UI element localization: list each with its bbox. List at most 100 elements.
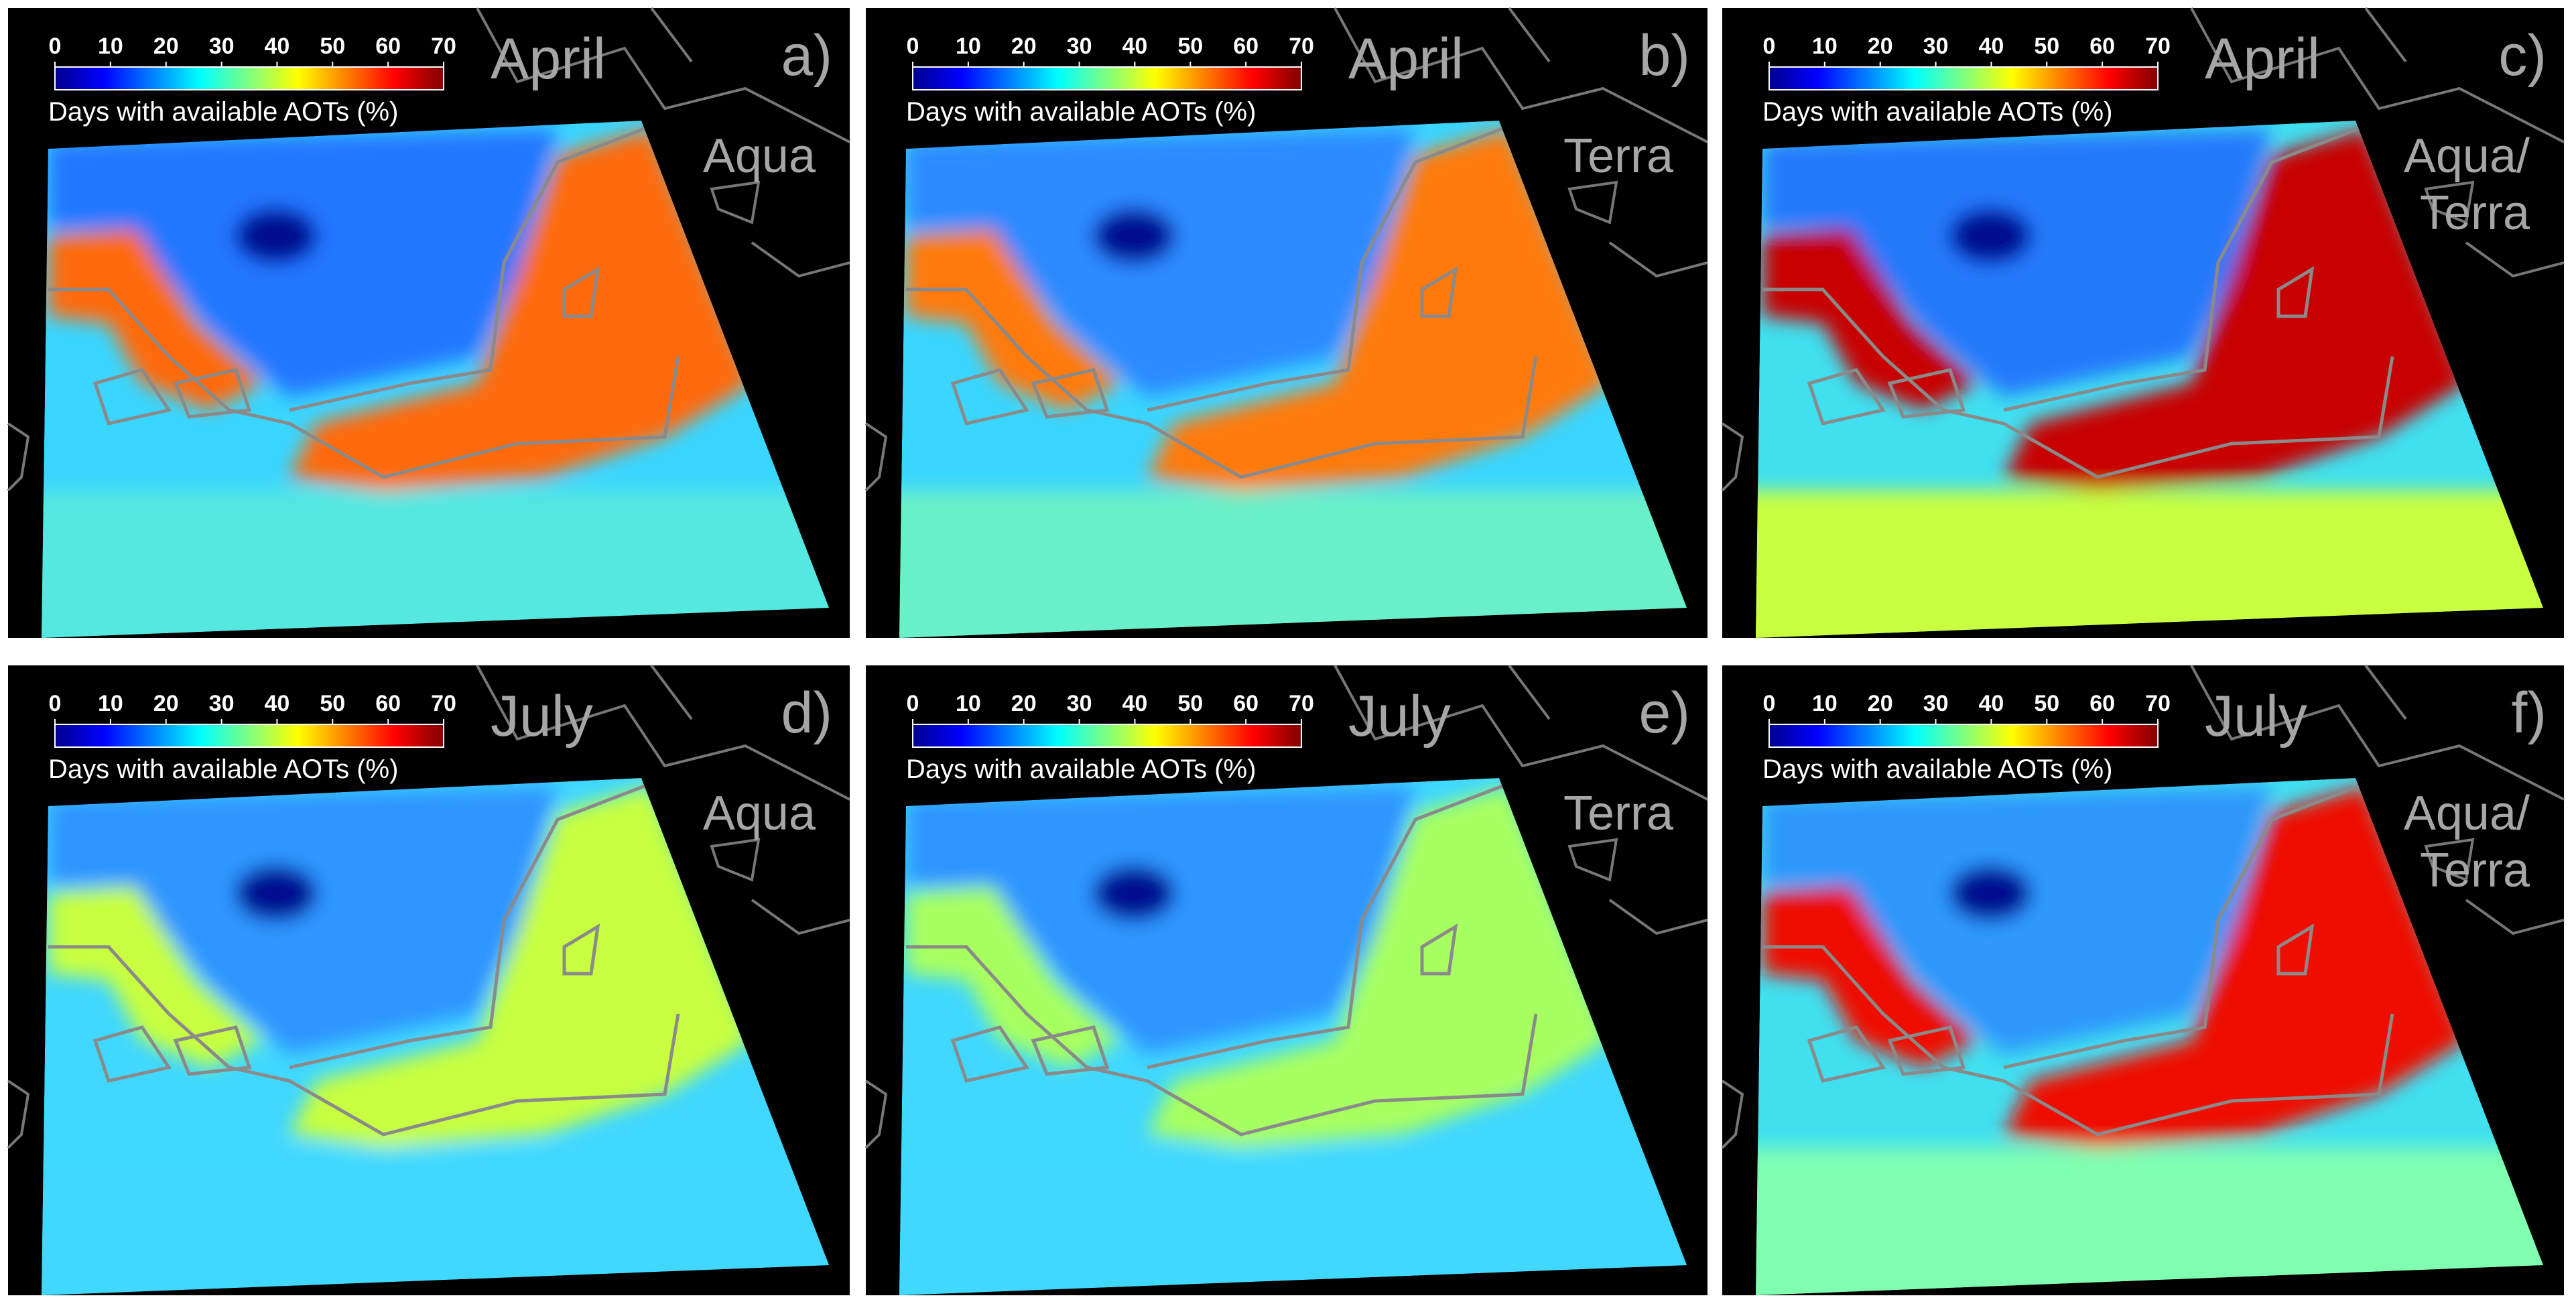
satellite-label: Aqua/ xyxy=(2404,129,2530,183)
land-field xyxy=(48,887,263,1067)
colorbar-tick-label: 40 xyxy=(265,34,290,59)
colorbar xyxy=(1768,724,2159,748)
colorbar-tick-label: 60 xyxy=(1233,34,1259,59)
sea-field xyxy=(906,786,1415,1054)
satellite-label: Aqua xyxy=(703,787,816,840)
panel: 0 10 20 30 40 50 60 70 Days with available AOTs … xyxy=(1721,7,2565,638)
colorbar-label: Days with available AOTs (%) xyxy=(48,97,398,127)
land-field xyxy=(289,786,752,1148)
dark-spot xyxy=(1950,209,2031,263)
south-field xyxy=(1756,491,2543,638)
coastline xyxy=(48,127,680,479)
dark-spot xyxy=(1094,866,1174,920)
colorbar-label: Days with available AOTs (%) xyxy=(1762,97,2112,127)
panel-letter: f) xyxy=(2511,681,2547,745)
colorbar-tick-label: 50 xyxy=(1177,691,1203,716)
colorbar-tick-label: 0 xyxy=(907,34,919,59)
land-field xyxy=(1147,129,1610,491)
satellite-label: Aqua xyxy=(703,129,816,183)
colorbar-tick-label: 50 xyxy=(2034,691,2059,716)
land-field xyxy=(2004,129,2466,491)
land-field xyxy=(1147,786,1610,1148)
land-field xyxy=(48,229,263,410)
map-field xyxy=(899,786,1687,1295)
colorbar-tick-label: 40 xyxy=(265,691,290,716)
panel-letter: e) xyxy=(1639,681,1690,745)
colorbar-label: Days with available AOTs (%) xyxy=(1762,755,2112,784)
colorbar-tick-label: 20 xyxy=(153,34,179,59)
sea-field xyxy=(906,129,1415,397)
colorbar-tick-label: 10 xyxy=(1812,691,1838,716)
panel-letter: c) xyxy=(2498,23,2547,88)
coastline xyxy=(906,127,1538,479)
colorbar-tick-label: 40 xyxy=(1122,691,1148,716)
month-label: April xyxy=(1348,27,1464,91)
land-field xyxy=(2004,786,2466,1148)
month-label: April xyxy=(491,27,606,91)
coastline xyxy=(7,664,850,1149)
colorbar-tick-label: 50 xyxy=(320,691,345,716)
panel-letter: b) xyxy=(1639,23,1690,88)
colorbar-tick-label: 60 xyxy=(1233,691,1259,716)
map xyxy=(1756,121,2543,638)
dark-spot xyxy=(236,866,316,920)
colorbar-tick-label: 40 xyxy=(1979,34,2004,59)
colorbar-tick-label: 10 xyxy=(98,34,123,59)
dark-spot xyxy=(1950,866,2031,920)
colorbar-tick-label: 60 xyxy=(375,34,401,59)
colorbar-tick-label: 30 xyxy=(1067,34,1092,59)
colorbar-tick-label: 30 xyxy=(209,691,235,716)
colorbar-tick-label: 20 xyxy=(1011,691,1037,716)
colorbar-tick-label: 30 xyxy=(1067,691,1092,716)
colorbar-tick-label: 20 xyxy=(1868,34,1893,59)
month-label: July xyxy=(2205,684,2307,748)
month-label: July xyxy=(491,684,593,748)
month-label: July xyxy=(1348,684,1451,748)
map xyxy=(42,121,829,638)
colorbar-tick-label: 50 xyxy=(2034,34,2059,59)
satellite-label: Terra xyxy=(2420,186,2530,240)
colorbar-tick-label: 40 xyxy=(1122,34,1148,59)
colorbar-tick-label: 60 xyxy=(375,691,401,716)
colorbar-label: Days with available AOTs (%) xyxy=(906,755,1256,784)
satellite-label: Terra xyxy=(1563,787,1674,840)
colorbar xyxy=(912,724,1302,748)
colorbar-tick-label: 40 xyxy=(1979,691,2004,716)
colorbar-tick-label: 70 xyxy=(2145,691,2171,716)
map xyxy=(899,121,1687,638)
land-field xyxy=(289,129,752,491)
colorbar-tick-label: 0 xyxy=(1763,691,1776,716)
map-field xyxy=(899,129,1687,638)
colorbar-tick-label: 50 xyxy=(1177,34,1203,59)
coastline xyxy=(906,784,1538,1136)
coastline xyxy=(1721,664,2565,1149)
colorbar-label: Days with available AOTs (%) xyxy=(906,97,1256,127)
colorbar-tick-label: 10 xyxy=(98,691,123,716)
coastline xyxy=(1721,7,2565,492)
coastline xyxy=(48,784,680,1136)
colorbar-tick-label: 30 xyxy=(209,34,235,59)
satellite-label: Aqua/ xyxy=(2404,787,2530,840)
land-field xyxy=(1762,229,1977,410)
colorbar xyxy=(54,66,444,90)
sea-field xyxy=(48,129,558,397)
colorbar-tick-label: 60 xyxy=(2089,34,2115,59)
colorbar-tick-label: 0 xyxy=(907,691,919,716)
coastline xyxy=(864,7,1708,492)
sea-field xyxy=(1762,129,2272,397)
colorbar-tick-label: 20 xyxy=(1011,34,1037,59)
colorbar-tick-label: 0 xyxy=(49,34,62,59)
colorbar-tick-label: 30 xyxy=(1923,691,1949,716)
satellite-label: Terra xyxy=(1563,129,1674,183)
colorbar-tick-label: 60 xyxy=(2089,691,2115,716)
dark-spot xyxy=(236,209,316,263)
sea-field xyxy=(1762,786,2272,1054)
map xyxy=(899,778,1687,1295)
dark-spot xyxy=(1094,209,1174,263)
sea-field xyxy=(48,786,558,1054)
colorbar xyxy=(912,66,1302,90)
coastline xyxy=(864,664,1708,1149)
colorbar-tick-label: 0 xyxy=(1763,34,1776,59)
colorbar-tick-label: 70 xyxy=(431,691,456,716)
south-field xyxy=(42,491,829,638)
